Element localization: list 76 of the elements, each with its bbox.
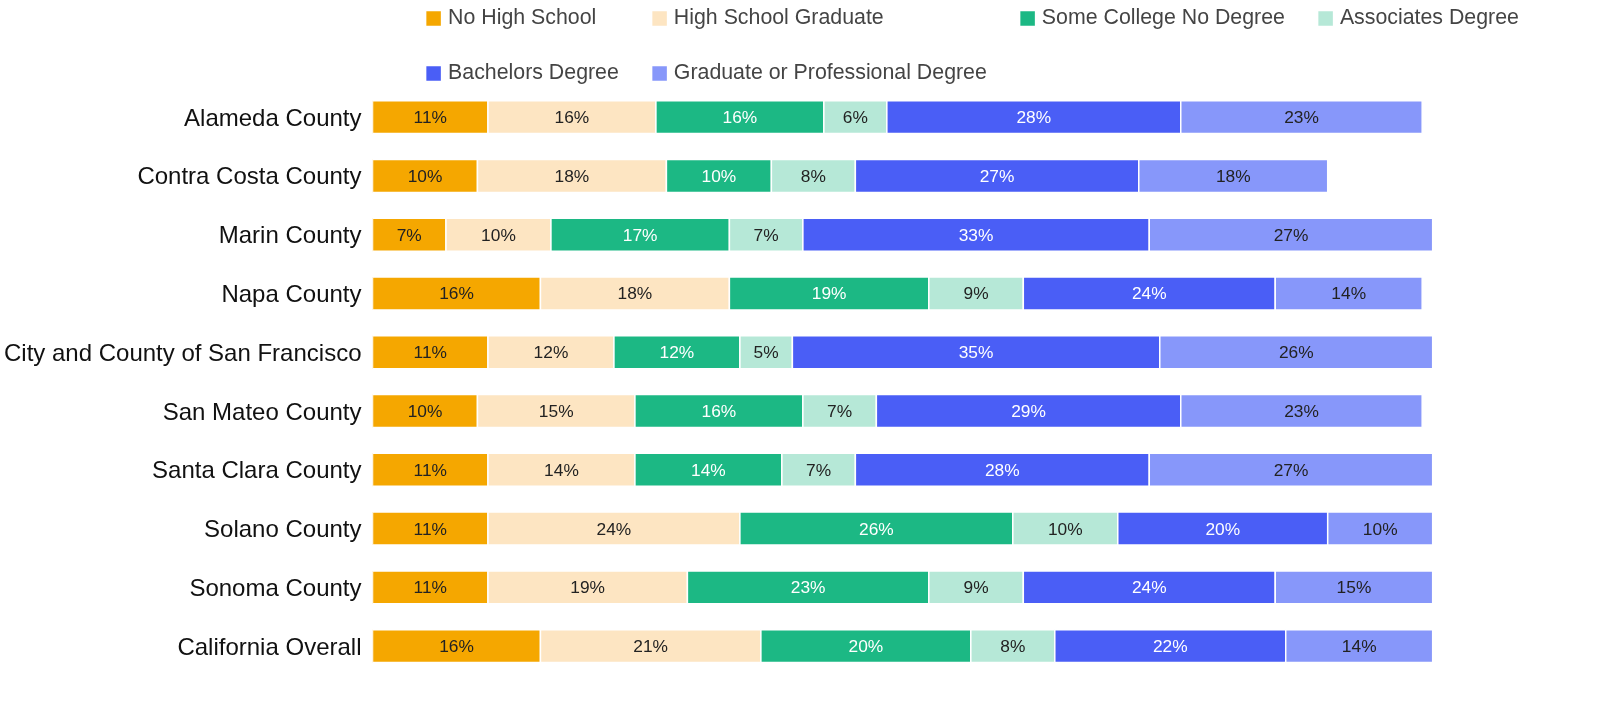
data-label: 14% [691, 459, 726, 480]
data-label: 15% [538, 401, 574, 422]
data-label: 23% [790, 577, 826, 598]
data-label: 11% [413, 107, 447, 128]
data-label: 29% [1011, 401, 1046, 422]
data-label: 35% [958, 342, 994, 363]
y-tick-label: Solano County [204, 515, 362, 543]
y-tick-label: Marin County [218, 221, 362, 249]
data-label: 24% [1131, 577, 1167, 598]
data-label: 5% [753, 342, 779, 363]
data-label: 16% [554, 107, 590, 128]
data-label: 8% [800, 165, 826, 186]
y-tick-label: City and County of San Francisco [4, 338, 362, 366]
data-label: 19% [570, 577, 606, 598]
data-label: 6% [842, 107, 868, 128]
data-label: 10% [701, 165, 737, 186]
data-label: 22% [1152, 636, 1188, 657]
data-label: 10% [407, 401, 443, 422]
data-label: 16% [439, 636, 474, 657]
data-label: 9% [963, 577, 989, 598]
data-label: 18% [617, 283, 653, 304]
data-label: 17% [622, 224, 658, 245]
y-tick-label: Contra Costa County [137, 162, 362, 190]
data-label: 21% [633, 636, 669, 657]
data-label: 24% [596, 518, 632, 539]
data-label: 19% [811, 283, 847, 304]
data-label: 10% [1362, 518, 1398, 539]
data-label: 11% [413, 577, 447, 598]
data-label: 24% [1131, 283, 1167, 304]
data-label: 20% [848, 636, 884, 657]
data-label: 12% [659, 342, 695, 363]
legend-label: Bachelors Degree [448, 60, 619, 85]
data-label: 23% [1284, 401, 1319, 422]
data-label: 23% [1284, 107, 1319, 128]
data-label: 28% [1016, 107, 1052, 128]
data-label: 10% [1047, 518, 1083, 539]
data-label: 27% [979, 165, 1015, 186]
legend-label: High School Graduate [673, 5, 884, 30]
data-label: 16% [439, 283, 474, 304]
data-label: 16% [722, 107, 758, 128]
legend-label: No High School [448, 5, 597, 30]
y-tick-label: Napa County [221, 279, 362, 307]
data-label: 18% [1215, 165, 1251, 186]
data-label: 10% [407, 165, 443, 186]
data-label: 28% [984, 459, 1020, 480]
data-label: 33% [958, 224, 994, 245]
data-label: 10% [481, 224, 516, 245]
data-label: 7% [827, 401, 853, 422]
legend-label: Some College No Degree [1041, 5, 1285, 30]
data-label: 14% [544, 459, 579, 480]
data-label: 11% [413, 518, 447, 539]
data-label: 12% [533, 342, 569, 363]
data-label: 15% [1336, 577, 1372, 598]
data-label: 26% [859, 518, 894, 539]
data-label: 8% [1000, 636, 1026, 657]
legend-label: Associates Degree [1339, 5, 1519, 30]
y-tick-label: Santa Clara County [152, 456, 362, 484]
data-label: 27% [1273, 224, 1309, 245]
data-label: 18% [554, 165, 590, 186]
data-label: 7% [396, 224, 422, 245]
data-label: 7% [806, 459, 832, 480]
y-tick-label: Sonoma County [189, 573, 362, 601]
legend-label: Graduate or Professional Degree [673, 60, 987, 85]
data-label: 27% [1273, 459, 1309, 480]
data-label: 9% [963, 283, 989, 304]
y-tick-label: San Mateo County [162, 397, 362, 425]
data-label: 11% [413, 342, 447, 363]
data-label: 20% [1205, 518, 1241, 539]
data-label: 14% [1341, 636, 1377, 657]
y-tick-label: Alameda County [184, 103, 362, 131]
data-label: 7% [753, 224, 779, 245]
data-label: 14% [1331, 283, 1367, 304]
y-tick-label: California Overall [177, 632, 362, 660]
data-label: 26% [1278, 342, 1314, 363]
data-label: 16% [701, 401, 737, 422]
data-label: 11% [413, 459, 447, 480]
